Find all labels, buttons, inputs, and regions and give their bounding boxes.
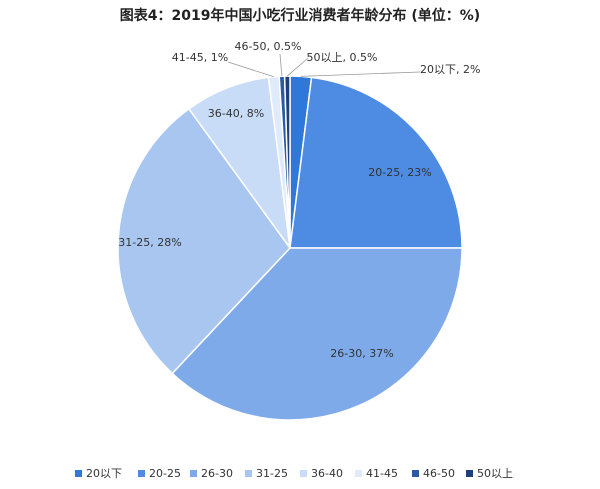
data-label: 41-45, 1%	[172, 51, 228, 64]
leader-line	[227, 61, 274, 78]
legend-marker	[466, 470, 473, 477]
pie-slice	[289, 76, 463, 249]
legend-label: 46-50	[423, 467, 455, 480]
leader-line	[279, 53, 283, 77]
chart-title: 图表4：2019年中国小吃行业消费者年龄分布 (单位：%)	[120, 7, 480, 24]
legend-label: 36-40	[311, 467, 343, 480]
leader-line	[287, 57, 309, 77]
pie-slice	[117, 107, 291, 375]
legend-label: 31-25	[256, 467, 288, 480]
data-label: 20-25, 23%	[368, 166, 431, 179]
legend-marker	[412, 470, 419, 477]
leader-line	[300, 71, 421, 77]
data-label: 31-25, 28%	[118, 236, 181, 249]
legend-marker	[300, 470, 307, 477]
legend-marker	[245, 470, 252, 477]
legend-label: 41-45	[366, 467, 398, 480]
legend-label: 20以下	[86, 467, 122, 480]
pie-slice	[283, 75, 291, 249]
legend-marker	[138, 470, 145, 477]
legend-label: 26-30	[201, 467, 233, 480]
data-label: 36-40, 8%	[208, 107, 264, 120]
legend-marker	[355, 470, 362, 477]
legend-label: 50以上	[477, 467, 513, 480]
legend-marker	[190, 470, 197, 477]
data-label: 50以上, 0.5%	[307, 51, 378, 64]
data-label: 46-50, 0.5%	[235, 40, 302, 53]
pie-slice	[171, 247, 463, 421]
legend-label: 20-25	[149, 467, 181, 480]
data-label: 20以下, 2%	[420, 63, 480, 76]
legend-marker	[75, 470, 82, 477]
data-label: 26-30, 37%	[330, 347, 393, 360]
